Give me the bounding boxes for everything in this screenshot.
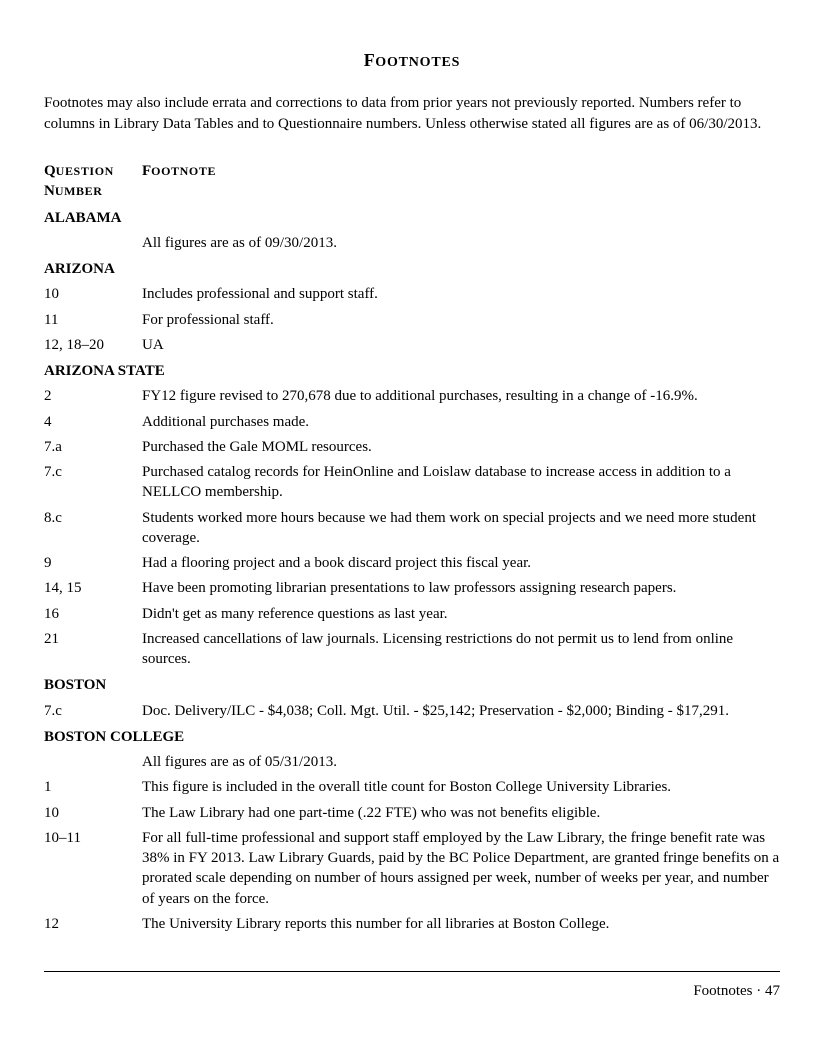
footnote-text: The University Library reports this numb… [142,914,780,934]
intro-paragraph: Footnotes may also include errata and co… [44,93,780,135]
footnote-row: 12, 18–20UA [44,335,780,355]
footnote-text: This figure is included in the overall t… [142,777,780,797]
footnote-row: 10–11For all full-time professional and … [44,828,780,909]
question-number: 11 [44,310,142,330]
footnote-row: 10Includes professional and support staf… [44,284,780,304]
footnote-row: 2FY12 figure revised to 270,678 due to a… [44,386,780,406]
footnote-text: The Law Library had one part-time (.22 F… [142,803,780,823]
footnote-row: All figures are as of 05/31/2013. [44,752,780,772]
question-number: 21 [44,629,142,649]
footnote-row: 21Increased cancellations of law journal… [44,629,780,670]
footnote-text: Didn't get as many reference questions a… [142,604,780,624]
footnote-text: All figures are as of 05/31/2013. [142,752,780,772]
footnote-row: 14, 15Have been promoting librarian pres… [44,578,780,598]
question-number: 4 [44,412,142,432]
question-number: 12 [44,914,142,934]
title-smallcaps: OOTNOTES [375,55,460,70]
footnotes-table: QUESTION NUMBER FOOTNOTE ALABAMA All figu… [44,161,780,934]
footnote-text: Purchased the Gale MOML resources. [142,437,780,457]
footnote-row: 1This figure is included in the overall … [44,777,780,797]
footnote-text: For all full-time professional and suppo… [142,828,780,909]
section-heading: ARIZONA [44,259,780,279]
question-number: 16 [44,604,142,624]
footnote-row: 8.cStudents worked more hours because we… [44,508,780,549]
question-number: 14, 15 [44,578,142,598]
footnote-text: Purchased catalog records for HeinOnline… [142,462,780,503]
footnote-text: Have been promoting librarian presentati… [142,578,780,598]
footnote-text: Additional purchases made. [142,412,780,432]
footnote-text: Had a flooring project and a book discar… [142,553,780,573]
footnote-text: UA [142,335,780,355]
section-heading: BOSTON [44,675,780,695]
question-number: 7.a [44,437,142,457]
footnote-row: 16Didn't get as many reference questions… [44,604,780,624]
column-header-footnote: FOOTNOTE [142,161,780,181]
footnote-row: 9Had a flooring project and a book disca… [44,553,780,573]
page: FOOTNOTES Footnotes may also include err… [0,0,824,1050]
question-number: 7.c [44,462,142,482]
question-number: 8.c [44,508,142,528]
section-heading: BOSTON COLLEGE [44,727,780,747]
section-heading: ARIZONA STATE [44,361,780,381]
footnote-text: Students worked more hours because we ha… [142,508,780,549]
footnote-text: Doc. Delivery/ILC - $4,038; Coll. Mgt. U… [142,701,780,721]
footer-rule [44,971,780,972]
footnote-text: Includes professional and support staff. [142,284,780,304]
column-header-row: QUESTION NUMBER FOOTNOTE [44,161,780,202]
column-header-question: QUESTION NUMBER [44,161,142,202]
page-title: FOOTNOTES [44,50,780,71]
footnote-row: 7.cDoc. Delivery/ILC - $4,038; Coll. Mgt… [44,701,780,721]
title-first-letter: F [364,50,376,70]
footnote-text: FY12 figure revised to 270,678 due to ad… [142,386,780,406]
footnote-row: 10The Law Library had one part-time (.22… [44,803,780,823]
question-number: 10 [44,803,142,823]
section-heading: ALABAMA [44,208,780,228]
question-number: 10–11 [44,828,142,848]
question-number: 7.c [44,701,142,721]
footnote-text: For professional staff. [142,310,780,330]
footnote-row: All figures are as of 09/30/2013. [44,233,780,253]
question-number: 12, 18–20 [44,335,142,355]
question-number: 1 [44,777,142,797]
sections-container: ALABAMA All figures are as of 09/30/2013.… [44,208,780,935]
question-number: 10 [44,284,142,304]
footnote-row: 7.aPurchased the Gale MOML resources. [44,437,780,457]
footnote-text: Increased cancellations of law journals.… [142,629,780,670]
question-number: 2 [44,386,142,406]
question-number: 9 [44,553,142,573]
footnote-text: All figures are as of 09/30/2013. [142,233,780,253]
footer-text: Footnotes · 47 [693,983,780,1000]
footnote-row: 4Additional purchases made. [44,412,780,432]
footnote-row: 7.cPurchased catalog records for HeinOnl… [44,462,780,503]
footnote-row: 12The University Library reports this nu… [44,914,780,934]
footnote-row: 11For professional staff. [44,310,780,330]
